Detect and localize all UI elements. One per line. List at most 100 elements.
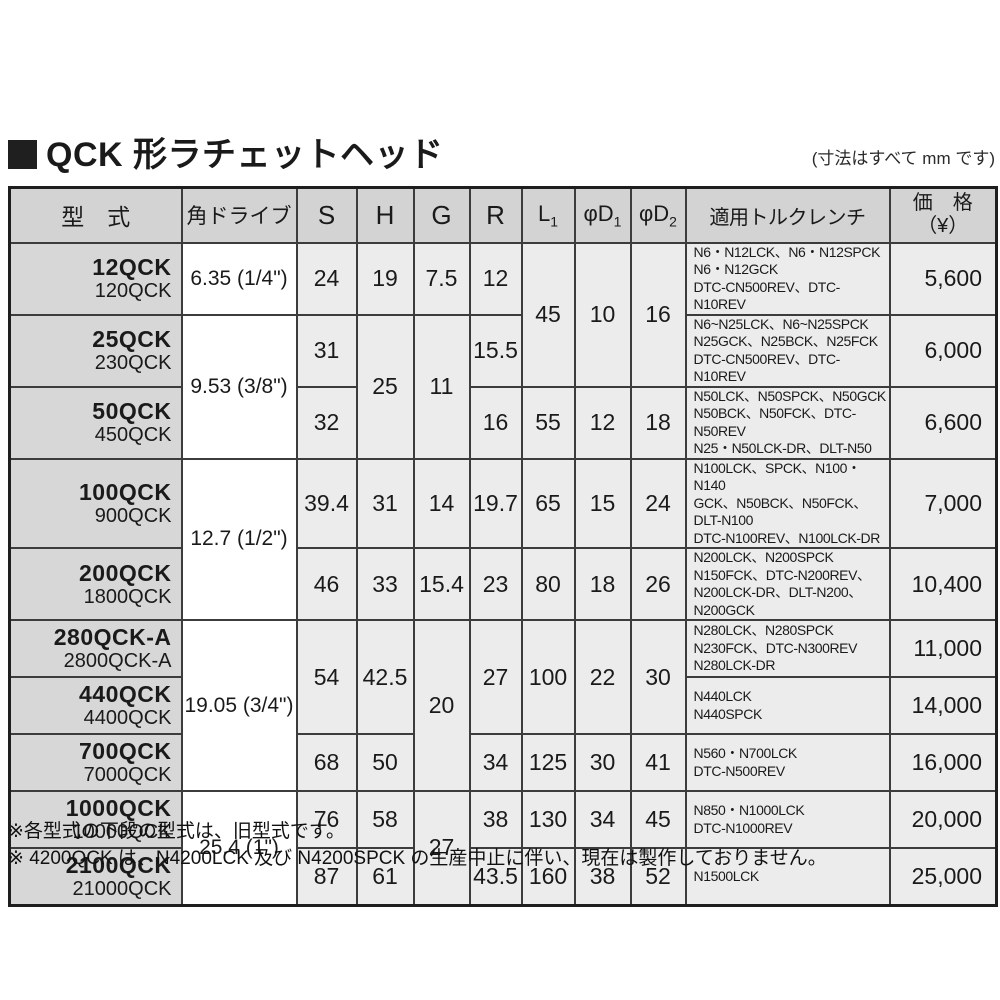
cell-r: 12 bbox=[468, 241, 523, 316]
table-row: 100QCK 900QCK 12.7 (1/2") 39.4 31 14 19.… bbox=[8, 457, 998, 621]
cell-price: 5,600 bbox=[888, 241, 998, 316]
header-row: 型 式 角ドライブ S H G R L1 φD1 φD2 適用トルクレンチ 価 … bbox=[8, 186, 998, 244]
cell-price: 6,000 bbox=[888, 313, 998, 388]
cell-s: 76 bbox=[295, 790, 358, 849]
cell-r: 27 bbox=[468, 619, 523, 735]
cell-s: 31 bbox=[295, 313, 358, 388]
cell-d1: 18 bbox=[573, 547, 632, 621]
col-header-l1: L1 bbox=[520, 186, 576, 244]
cell-r: 38 bbox=[468, 790, 523, 849]
footnotes: ※各型式の下段の型式は、旧型式です。 ※ 4200QCK は、N4200LCK … bbox=[8, 818, 995, 872]
cell-d2: 30 bbox=[629, 619, 687, 735]
model-old: 1800QCK bbox=[83, 585, 172, 608]
cell-wrench: N560・N700LCK DTC-N500REV bbox=[684, 733, 891, 792]
cell-d1: 12 bbox=[573, 385, 632, 460]
cell-r: 19.7 bbox=[468, 457, 523, 549]
table-row: 25QCK 230QCK 9.53 (3/8") 31 25 11 15.5 N… bbox=[8, 313, 998, 460]
cell-d1: 10 bbox=[573, 241, 632, 388]
model-new: 200QCK bbox=[79, 559, 172, 586]
model-old: 450QCK bbox=[94, 424, 172, 446]
cell-drive: 6.35 (1/4") bbox=[180, 241, 298, 316]
cell-d2: 52 bbox=[629, 847, 687, 906]
cell-price: 10,400 bbox=[888, 547, 998, 621]
cell-r: 15.5 bbox=[468, 313, 523, 388]
cell-wrench: N1500LCK bbox=[684, 847, 891, 906]
col-header-d2: φD2 bbox=[629, 186, 687, 244]
cell-drive: 12.7 (1/2") bbox=[180, 457, 298, 621]
cell-s: 46 bbox=[295, 547, 358, 621]
cell-price: 20,000 bbox=[888, 790, 998, 849]
cell-price: 6,600 bbox=[888, 385, 998, 460]
cell-model: 25QCK 230QCK bbox=[8, 313, 183, 388]
cell-model: 440QCK 4400QCK bbox=[8, 676, 183, 735]
cell-h: 33 bbox=[355, 547, 415, 621]
cell-h: 61 bbox=[355, 847, 415, 906]
cell-drive: 9.53 (3/8") bbox=[180, 313, 298, 460]
cell-price: 16,000 bbox=[888, 733, 998, 792]
cell-g: 20 bbox=[412, 619, 471, 792]
model-old: 2800QCK-A bbox=[63, 650, 172, 672]
cell-l1: 65 bbox=[520, 457, 576, 549]
model-new: 700QCK bbox=[79, 738, 172, 764]
col-header-wrench: 適用トルクレンチ bbox=[684, 186, 891, 244]
cell-d2: 24 bbox=[629, 457, 687, 549]
cell-wrench: N850・N1000LCK DTC-N1000REV bbox=[684, 790, 891, 849]
cell-l1: 100 bbox=[520, 619, 576, 735]
page-title: QCK 形ラチェットヘッド bbox=[46, 136, 444, 174]
price-header-line2: （¥） bbox=[917, 215, 969, 238]
footnote-1: ※各型式の下段の型式は、旧型式です。 bbox=[8, 821, 346, 842]
d2-sub: 2 bbox=[669, 213, 677, 230]
cell-l1: 80 bbox=[520, 547, 576, 621]
cell-h: 42.5 bbox=[355, 619, 415, 735]
cell-h: 25 bbox=[355, 313, 415, 460]
cell-price: 25,000 bbox=[888, 847, 998, 906]
cell-model: 200QCK 1800QCK bbox=[8, 547, 183, 621]
cell-g: 27 bbox=[412, 790, 471, 906]
table-row: 200QCK 1800QCK 46 33 15.4 23 80 18 26 N2… bbox=[8, 547, 998, 621]
cell-g: 7.5 bbox=[412, 241, 471, 316]
model-old: 230QCK bbox=[94, 352, 172, 374]
cell-d2: 16 bbox=[629, 241, 687, 388]
cell-wrench: N200LCK、N200SPCK N150FCK、DTC-N200REV、 N2… bbox=[684, 547, 891, 621]
model-old: 900QCK bbox=[94, 504, 172, 527]
model-new: 280QCK-A bbox=[53, 624, 172, 650]
cell-model: 280QCK-A 2800QCK-A bbox=[8, 619, 183, 678]
model-new: 25QCK bbox=[92, 326, 172, 352]
table-row: 280QCK-A 2800QCK-A 19.05 (3/4") 54 42.5 … bbox=[8, 619, 998, 792]
col-header-d1: φD1 bbox=[573, 186, 632, 244]
l1-base: L bbox=[537, 201, 551, 227]
cell-price: 14,000 bbox=[888, 676, 998, 735]
cell-model: 2100QCK 21000QCK bbox=[8, 847, 183, 906]
cell-d2: 18 bbox=[629, 385, 687, 460]
cell-g: 11 bbox=[412, 313, 471, 460]
cell-d2: 45 bbox=[629, 790, 687, 849]
cell-h: 19 bbox=[355, 241, 415, 316]
cell-wrench: N440LCK N440SPCK bbox=[684, 676, 891, 735]
cell-wrench: N50LCK、N50SPCK、N50GCK N50BCK、N50FCK、DTC-… bbox=[684, 385, 891, 460]
cell-l1: 45 bbox=[520, 241, 576, 388]
cell-price: 11,000 bbox=[888, 619, 998, 678]
cell-d2: 41 bbox=[629, 733, 687, 792]
l1-sub: 1 bbox=[550, 213, 559, 230]
model-old: 21000QCK bbox=[72, 877, 172, 900]
cell-d1: 15 bbox=[573, 457, 632, 549]
unit-note: (寸法はすべて mm です) bbox=[811, 149, 995, 168]
model-new: 1000QCK bbox=[65, 795, 172, 821]
cell-h: 58 bbox=[355, 790, 415, 849]
model-new: 2100QCK bbox=[65, 851, 172, 878]
cell-wrench: N280LCK、N280SPCK N230FCK、DTC-N300REV N28… bbox=[684, 619, 891, 678]
table-row: 2100QCK 21000QCK 87 61 43.5 160 38 52 N1… bbox=[8, 847, 998, 906]
cell-model: 700QCK 7000QCK bbox=[8, 733, 183, 792]
title-row: QCK 形ラチェットヘッド (寸法はすべて mm です) bbox=[8, 127, 995, 174]
cell-s: 68 bbox=[295, 733, 358, 792]
model-new: 440QCK bbox=[79, 681, 172, 707]
cell-r: 23 bbox=[468, 547, 523, 621]
model-new: 50QCK bbox=[92, 398, 172, 424]
cell-l1: 130 bbox=[520, 790, 576, 849]
footnote-2: ※ 4200QCK は、N4200LCK 及び N4200SPCK の生産中止に… bbox=[8, 848, 827, 869]
cell-d2: 26 bbox=[629, 547, 687, 621]
table-row: 440QCK 4400QCK N440LCK N440SPCK 14,000 bbox=[8, 676, 998, 735]
price-header-line1: 価 格 bbox=[912, 192, 973, 215]
cell-d1: 30 bbox=[573, 733, 632, 792]
